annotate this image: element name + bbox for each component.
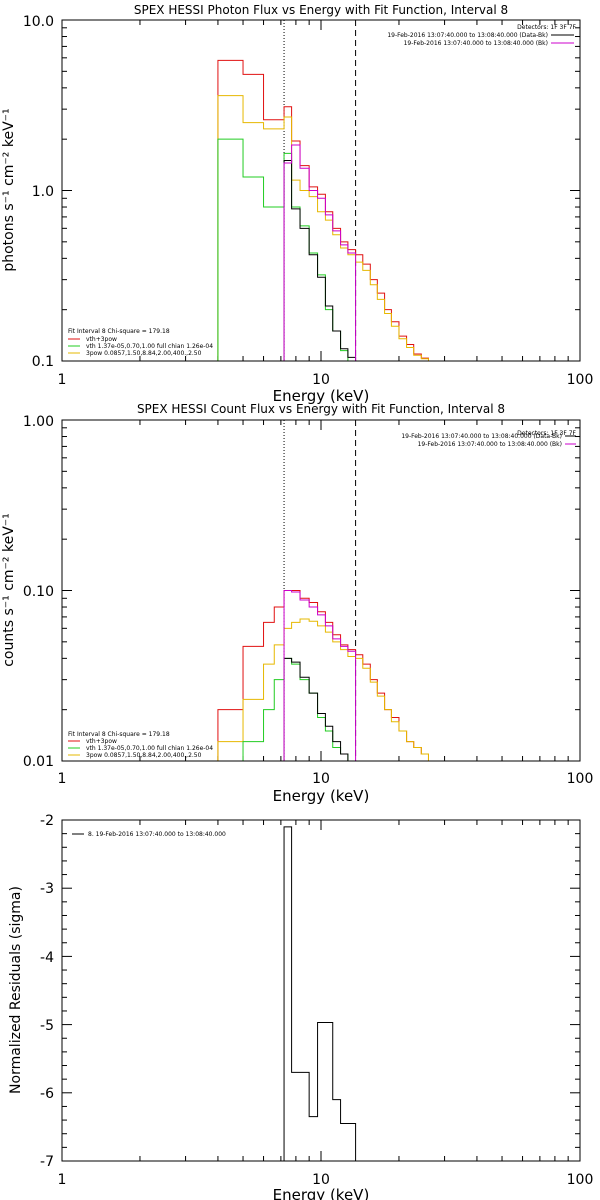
residuals-ylabel: Normalized Residuals (sigma) [8, 886, 24, 1094]
count-xtick-10: 10 [312, 771, 330, 787]
count-xtick-100: 100 [567, 771, 594, 787]
photon-header-line-data-bk: 19-Feb-2016 13:07:40.000 to 13:08:40.000… [387, 32, 548, 39]
photon-xtick-1: 1 [58, 372, 67, 388]
photon-plot-area [61, 19, 581, 362]
photon-series-3 [283, 159, 357, 361]
count-flux-panel: SPEX HESSI Count Flux vs Energy with Fit… [1, 402, 593, 805]
count-ylabel: counts s⁻¹ cm⁻² keV⁻¹ [1, 513, 17, 667]
residuals-ytick--5: -5 [40, 1018, 54, 1034]
count-xlabel: Energy (keV) [273, 787, 370, 805]
residuals-plot-area [61, 819, 581, 1162]
count-legend-head: Fit Interval 8 Chi-square = 179.18 [68, 731, 170, 738]
photon-ylabel: photons s⁻¹ cm⁻² keV⁻¹ [1, 108, 17, 271]
photon-legend-vth: vth 1.37e-05,0.70,1.00 full chian 1.26e-… [86, 343, 213, 350]
photon-series-2 [217, 138, 356, 361]
photon-legend-total: vth+3pow [86, 336, 117, 343]
count-ytick-1.00: 1.00 [23, 414, 54, 430]
count-plot-frame [61, 419, 581, 762]
residuals-ytick--6: -6 [40, 1086, 54, 1102]
photon-xtick-10: 10 [312, 372, 330, 388]
residuals-ytick--7: -7 [40, 1154, 54, 1170]
photon-series-1 [217, 95, 445, 361]
count-chart-title: SPEX HESSI Count Flux vs Energy with Fit… [137, 402, 505, 416]
residuals-panel: 1 10 100 Energy (keV) -7 -6 -5 -4 -3 -2 … [8, 813, 593, 1200]
residuals-xlabel: Energy (keV) [273, 1186, 370, 1200]
count-series-2 [242, 657, 356, 761]
count-ytick-0.10: 0.10 [23, 584, 54, 600]
count-series-1 [217, 618, 445, 761]
residuals-plot-frame [61, 819, 581, 1162]
photon-flux-panel: SPEX HESSI Photon Flux vs Energy with Fi… [1, 3, 593, 405]
count-series-3 [283, 657, 356, 761]
count-header-line-bk: 19-Feb-2016 13:07:40.000 to 13:08:40.000… [418, 441, 562, 448]
residuals-ytick--4: -4 [40, 950, 54, 966]
photon-xtick-100: 100 [567, 372, 594, 388]
count-header-line-data-bk: 19-Feb-2016 13:07:40.000 to 13:08:40.000… [401, 433, 562, 440]
photon-legend-3pow: 3pow 0.0857,1.50,8.84,2.00,400.,2.50 [86, 350, 202, 357]
count-series-0 [217, 590, 445, 761]
count-series-4 [283, 590, 357, 761]
photon-plot-frame [61, 19, 581, 362]
count-xtick-1: 1 [58, 771, 67, 787]
photon-ytick-0.1: 0.1 [32, 354, 54, 370]
residuals-xtick-10: 10 [312, 1172, 330, 1188]
count-detectors-text: Detectors: 1F 3F 7F [517, 430, 576, 437]
photon-legend-head: Fit Interval 8 Chi-square = 179.18 [68, 328, 170, 335]
residuals-legend-text: 8. 19-Feb-2016 13:07:40.000 to 13:08:40.… [88, 831, 226, 838]
residuals-xtick-1: 1 [58, 1172, 67, 1188]
photon-ytick-1.0: 1.0 [32, 184, 54, 200]
residuals-ytick--3: -3 [40, 881, 54, 897]
photon-detectors-text: Detectors: 1F 3F 7F [517, 24, 576, 31]
residuals-xtick-100: 100 [567, 1172, 594, 1188]
residuals-ytick--2: -2 [40, 813, 54, 829]
photon-header-line-bk: 19-Feb-2016 13:07:40.000 to 13:08:40.000… [404, 40, 548, 47]
photon-xlabel: Energy (keV) [273, 387, 370, 405]
photon-ytick-10.0: 10.0 [23, 14, 54, 30]
photon-chart-title: SPEX HESSI Photon Flux vs Energy with Fi… [134, 3, 508, 17]
count-legend-3pow: 3pow 0.0857,1.50,8.84,2.00,400.,2.50 [86, 752, 202, 759]
count-legend-total: vth+3pow [86, 738, 117, 745]
photon-series-4 [283, 144, 357, 361]
count-ytick-0.01: 0.01 [23, 754, 54, 770]
photon-series-0 [217, 59, 445, 361]
residuals-series-0 [283, 826, 357, 1161]
count-legend-vth: vth 1.37e-05,0.70,1.00 full chian 1.26e-… [86, 745, 213, 752]
count-plot-area [61, 419, 581, 762]
